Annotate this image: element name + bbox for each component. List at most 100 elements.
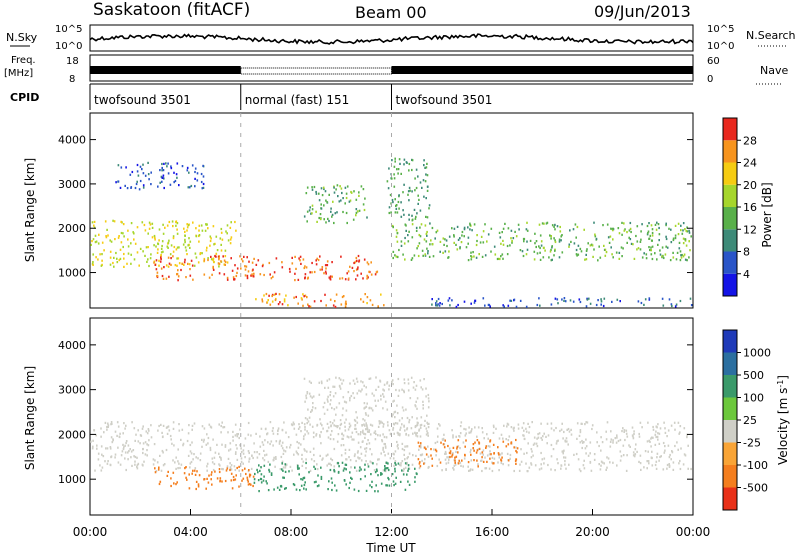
power-cell <box>604 254 607 257</box>
velocity-cell <box>658 442 661 445</box>
velocity-cell <box>330 464 332 467</box>
power-cell <box>579 247 582 250</box>
velocity-cell <box>402 469 405 473</box>
velocity-cell <box>371 486 373 489</box>
velocity-cell <box>349 396 351 400</box>
velocity-cell <box>263 459 266 462</box>
velocity-cell <box>316 485 319 488</box>
velocity-cell <box>451 429 453 432</box>
velocity-cell <box>465 432 467 435</box>
power-cell <box>268 294 270 297</box>
velocity-cell <box>311 396 313 399</box>
power-cell <box>277 303 280 306</box>
velocity-cell <box>327 436 330 439</box>
velocity-cell <box>289 446 291 449</box>
velocity-cell <box>596 441 598 444</box>
power-cbar-tick-label: 12 <box>743 223 757 236</box>
power-cell <box>215 252 218 255</box>
power-cell <box>341 295 344 299</box>
power-cell <box>424 180 427 183</box>
velocity-cell <box>362 429 364 432</box>
velocity-cell <box>563 456 565 459</box>
power-cell <box>351 266 354 269</box>
vel-cbar-tick-label: -25 <box>743 437 761 450</box>
velocity-cell <box>273 458 275 461</box>
power-cell <box>147 258 149 261</box>
power-cell <box>205 223 207 226</box>
velocity-cell <box>327 453 329 456</box>
power-cbar-swatch <box>723 140 737 163</box>
velocity-cell <box>646 440 649 443</box>
velocity-cell <box>109 447 112 450</box>
velocity-cell <box>336 440 339 443</box>
velocity-cell <box>219 479 222 482</box>
power-cell <box>665 245 667 248</box>
power-cell <box>248 260 250 263</box>
power-cell <box>435 231 438 234</box>
velocity-cell <box>207 436 210 440</box>
power-cbar-swatch <box>723 273 737 296</box>
velocity-cell <box>578 468 581 471</box>
power-cell <box>358 260 360 263</box>
velocity-cell <box>131 421 133 424</box>
velocity-cell <box>374 490 376 493</box>
velocity-cell <box>500 433 503 436</box>
power-cell <box>411 168 413 172</box>
velocity-cell <box>407 467 410 470</box>
power-cell <box>500 242 502 245</box>
velocity-cell <box>570 428 572 431</box>
velocity-cell <box>342 444 345 447</box>
velocity-cell <box>209 425 212 428</box>
power-cell <box>550 235 552 238</box>
power-cell <box>215 255 217 258</box>
power-cell <box>629 221 632 225</box>
power-cell <box>103 249 105 252</box>
power-cell <box>227 239 230 242</box>
velocity-cell <box>672 461 675 464</box>
power-cell <box>574 223 577 226</box>
velocity-cell <box>482 453 484 456</box>
velocity-cell <box>523 429 525 432</box>
power-cell <box>388 206 391 209</box>
time-tick-label: 12:00 <box>374 525 409 539</box>
velocity-cell <box>158 424 160 428</box>
velocity-cell <box>651 450 653 453</box>
velocity-cell <box>419 444 422 447</box>
power-cell <box>131 170 134 174</box>
power-cell <box>435 300 438 303</box>
power-cell <box>575 253 578 256</box>
power-cell <box>362 300 365 303</box>
power-cell <box>645 253 648 256</box>
velocity-cell <box>368 377 371 380</box>
velocity-cell <box>451 455 453 458</box>
power-cell <box>235 274 238 278</box>
velocity-cell <box>340 422 343 425</box>
velocity-cell <box>339 385 341 388</box>
power-cell <box>394 198 396 201</box>
power-cell <box>419 181 422 184</box>
velocity-cell <box>550 427 553 430</box>
power-cell <box>347 270 350 273</box>
power-cell <box>294 272 296 275</box>
velocity-cell <box>315 433 318 436</box>
velocity-cell <box>543 457 546 460</box>
velocity-cell <box>348 456 350 459</box>
velocity-cell <box>503 424 505 427</box>
velocity-cell <box>581 439 583 443</box>
power-cell <box>358 191 360 194</box>
power-cell <box>342 210 344 214</box>
power-cell <box>340 199 342 202</box>
power-cell <box>336 211 338 214</box>
power-cell <box>597 259 599 262</box>
velocity-cell <box>331 481 333 484</box>
velocity-cell <box>425 453 428 456</box>
power-cell <box>474 299 476 302</box>
power-cell <box>534 232 536 235</box>
velocity-cell <box>320 466 322 469</box>
velocity-cell <box>445 468 447 471</box>
power-cell <box>186 229 188 232</box>
nave-tick-0: 0 <box>707 74 713 85</box>
power-cell <box>488 303 491 307</box>
power-cell <box>226 278 229 281</box>
